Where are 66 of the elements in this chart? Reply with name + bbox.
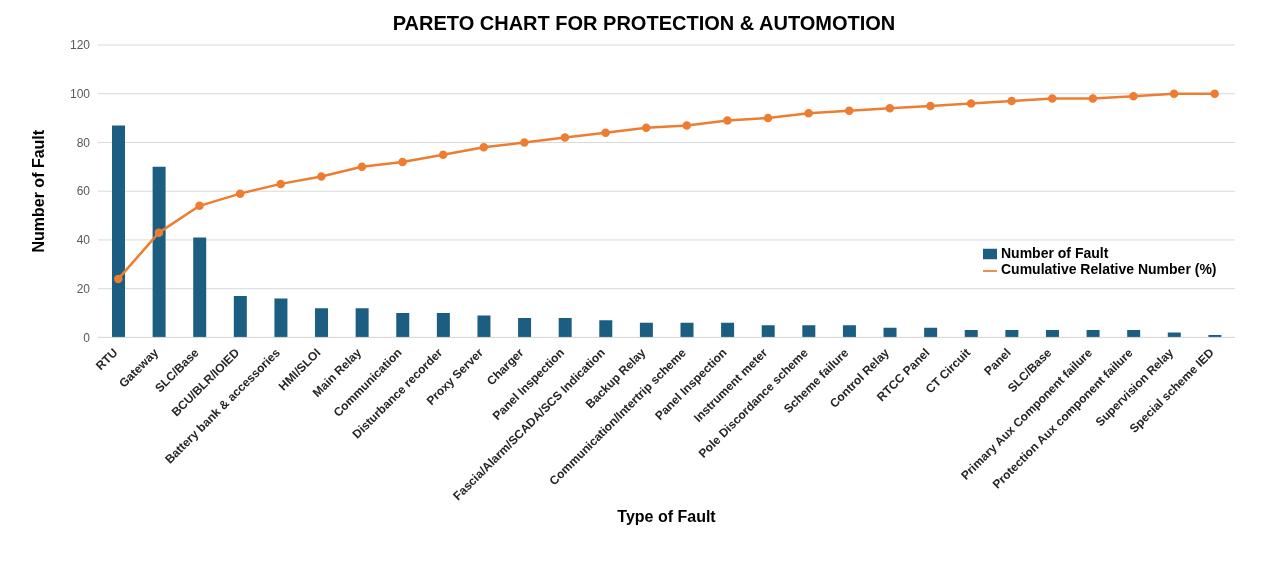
x-axis-title: Type of Fault [617, 508, 717, 526]
bar [680, 322, 694, 338]
point [195, 201, 204, 211]
point [641, 123, 651, 133]
y-axis-title: Number of Fault [29, 129, 47, 253]
bar [1005, 330, 1019, 338]
point [723, 116, 732, 125]
bar [112, 125, 125, 338]
bar [558, 317, 572, 338]
point [804, 108, 813, 118]
point [1129, 91, 1138, 101]
y-tick-label: 20 [76, 281, 91, 296]
bar [761, 325, 775, 338]
bar [355, 308, 369, 338]
y-tick-label: 100 [69, 86, 91, 101]
point [1088, 94, 1098, 103]
point [398, 157, 407, 167]
bar [639, 322, 653, 338]
bar [477, 315, 491, 338]
point [560, 133, 570, 142]
point [1007, 96, 1016, 106]
bar [233, 295, 247, 338]
bar [1127, 330, 1141, 338]
bar [315, 308, 329, 338]
point [357, 162, 367, 172]
bar [396, 313, 410, 338]
bar [274, 298, 288, 338]
point [966, 99, 976, 108]
bar [964, 330, 978, 338]
bar [721, 322, 735, 338]
point [1169, 89, 1179, 98]
bar [842, 325, 856, 338]
point [885, 104, 895, 113]
point [844, 106, 854, 116]
point [276, 179, 285, 189]
legend-label: Number of Fault [1001, 245, 1109, 261]
y-tick-label: 80 [76, 135, 91, 150]
point [1048, 94, 1057, 103]
bar [436, 313, 450, 338]
chart-title: PARETO CHART FOR PROTECTION & AUTOMOTION [391, 12, 897, 35]
bar [883, 327, 897, 338]
point [154, 228, 164, 237]
point [601, 128, 610, 137]
point [926, 101, 935, 111]
bar [924, 327, 938, 338]
bar [802, 325, 816, 338]
point [114, 274, 123, 284]
point [235, 189, 245, 198]
point [682, 121, 692, 130]
bar [193, 237, 207, 338]
legend-label: Cumulative Relative Number (%) [1001, 261, 1217, 278]
y-tick-label: 60 [76, 184, 91, 199]
y-tick-label: 0 [83, 330, 91, 345]
point [1210, 89, 1219, 98]
bar [1045, 330, 1059, 338]
bar [518, 317, 532, 338]
bar [599, 320, 613, 338]
bar [1086, 330, 1100, 338]
bar [152, 166, 166, 338]
point [520, 138, 529, 147]
point [438, 150, 448, 159]
point [479, 143, 489, 152]
y-tick-label: 40 [76, 233, 91, 248]
point [317, 172, 326, 181]
y-tick-label: 120 [69, 38, 91, 53]
point [763, 113, 773, 123]
